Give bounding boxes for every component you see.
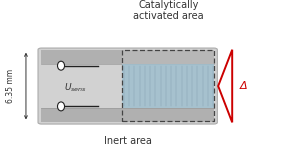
Bar [41,50,214,64]
Ellipse shape [58,61,65,70]
Text: $U_{\mathregular{sens}}$: $U_{\mathregular{sens}}$ [64,81,87,94]
Text: Δ: Δ [239,81,247,91]
Bar [122,64,214,108]
Polygon shape [218,50,232,122]
Text: Inert area: Inert area [104,136,152,146]
Text: 6.35 mm: 6.35 mm [6,69,15,103]
Bar [41,108,214,122]
Text: Catalytically
activated area: Catalytically activated area [133,0,204,21]
FancyBboxPatch shape [38,48,217,124]
Bar [122,50,214,64]
Ellipse shape [58,102,65,111]
Bar [122,50,214,121]
